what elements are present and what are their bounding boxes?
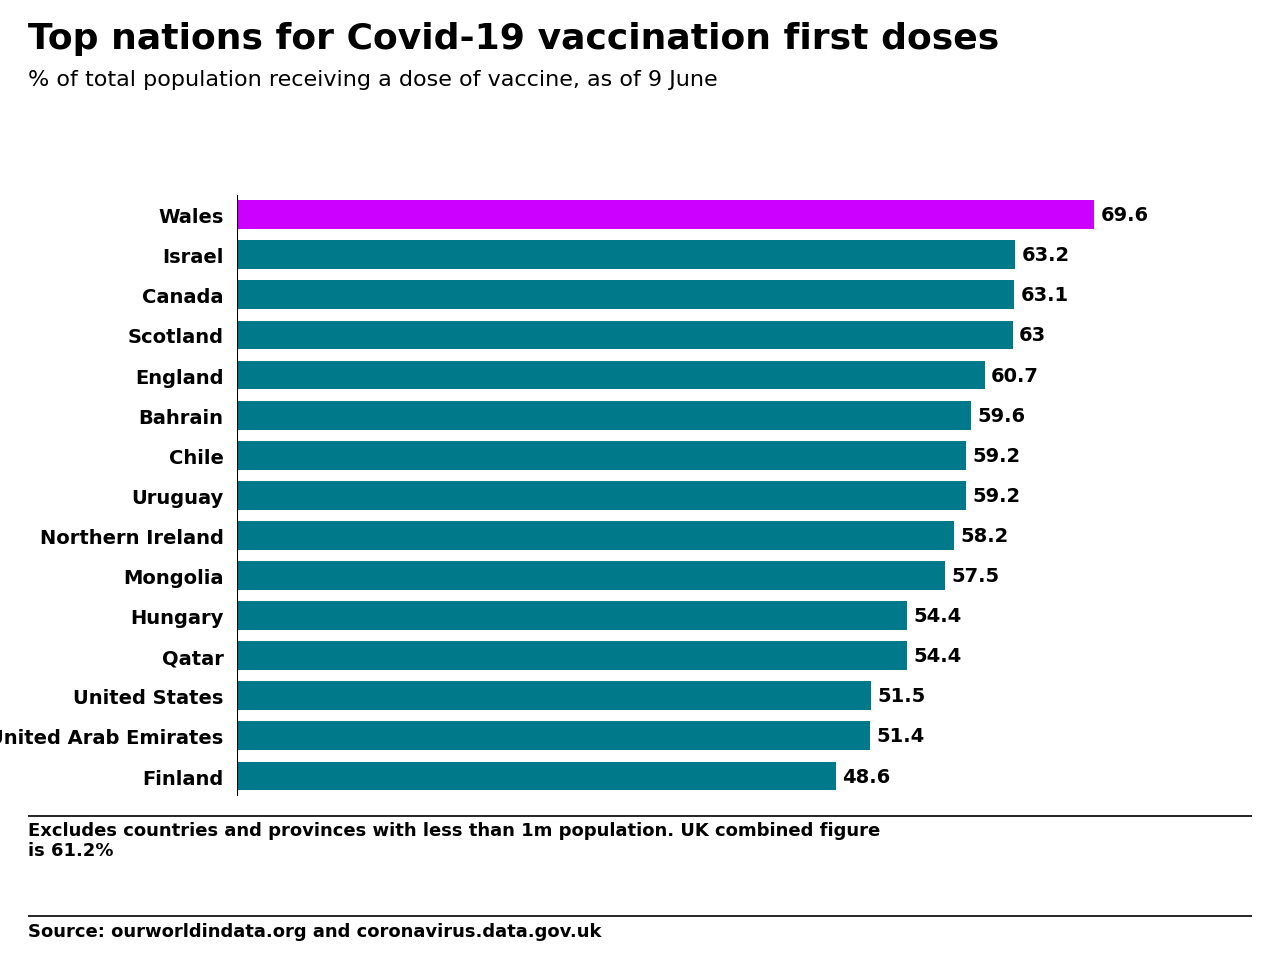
Bar <box>237 361 984 390</box>
Text: BBC: BBC <box>1172 934 1224 954</box>
Bar <box>237 602 908 630</box>
Bar <box>237 722 870 750</box>
Text: Top nations for Covid-19 vaccination first doses: Top nations for Covid-19 vaccination fir… <box>28 21 1000 56</box>
Bar <box>237 762 836 790</box>
Text: 51.5: 51.5 <box>878 687 925 705</box>
Text: 51.4: 51.4 <box>877 727 924 745</box>
Text: % of total population receiving a dose of vaccine, as of 9 June: % of total population receiving a dose o… <box>28 70 718 90</box>
Text: 63.1: 63.1 <box>1020 286 1069 305</box>
Text: 63.2: 63.2 <box>1021 246 1070 265</box>
Bar <box>237 402 972 430</box>
Text: 59.2: 59.2 <box>973 446 1020 465</box>
Bar <box>237 682 872 710</box>
Bar <box>237 482 966 510</box>
Text: Excludes countries and provinces with less than 1m population. UK combined figur: Excludes countries and provinces with le… <box>28 821 881 860</box>
Bar <box>237 321 1012 350</box>
Text: 60.7: 60.7 <box>991 366 1038 385</box>
Text: 48.6: 48.6 <box>842 767 890 786</box>
Text: 58.2: 58.2 <box>960 527 1009 545</box>
Bar <box>237 442 966 470</box>
Bar <box>237 562 945 590</box>
Text: 57.5: 57.5 <box>951 567 1000 585</box>
Bar <box>237 241 1015 270</box>
Bar <box>237 642 908 670</box>
Text: 54.4: 54.4 <box>913 607 961 625</box>
Bar <box>237 281 1014 310</box>
Text: 69.6: 69.6 <box>1101 206 1148 225</box>
Text: 63: 63 <box>1019 326 1046 345</box>
Text: 59.2: 59.2 <box>973 487 1020 505</box>
Bar <box>237 522 954 550</box>
Bar <box>237 201 1094 230</box>
Text: 54.4: 54.4 <box>913 647 961 665</box>
Text: Source: ourworldindata.org and coronavirus.data.gov.uk: Source: ourworldindata.org and coronavir… <box>28 922 602 940</box>
Text: 59.6: 59.6 <box>977 406 1025 425</box>
